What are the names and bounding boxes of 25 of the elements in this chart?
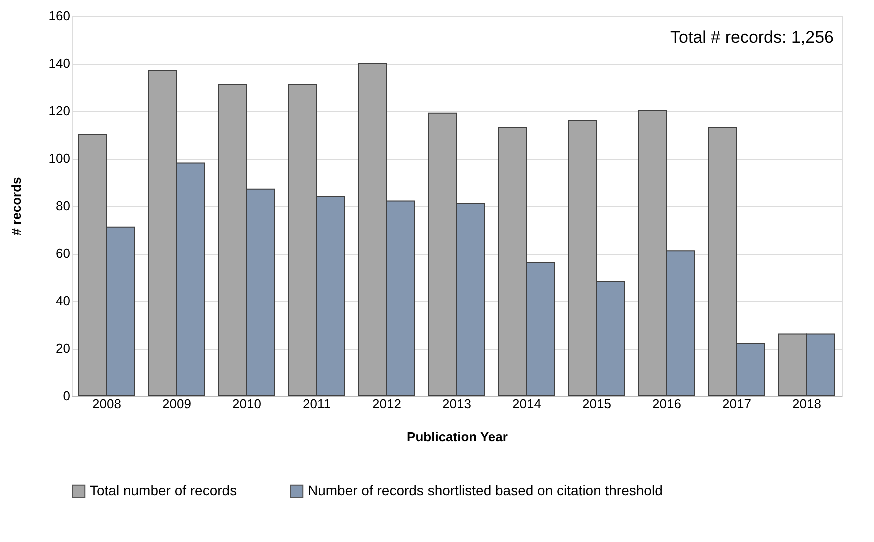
y-tick-label: 100 xyxy=(48,151,70,166)
y-tick-label: 140 xyxy=(48,56,70,71)
x-tick-label: 2016 xyxy=(652,396,682,412)
x-tick-label: 2011 xyxy=(303,396,331,412)
x-tick-label: 2012 xyxy=(372,396,402,412)
legend-label: Number of records shortlisted based on citation threshold xyxy=(308,482,663,498)
y-tick-label: 40 xyxy=(56,294,70,308)
x-tick-label: 2017 xyxy=(722,396,752,412)
annotation: Total # records: 1,256 xyxy=(670,28,834,47)
x-tick-label: 2018 xyxy=(792,396,822,412)
x-tick-label: 2010 xyxy=(232,396,262,412)
y-tick-label: 20 xyxy=(56,341,70,356)
legend-label: Total number of records xyxy=(90,482,238,498)
y-tick-label: 0 xyxy=(63,388,70,404)
x-tick-label: 2009 xyxy=(162,396,192,412)
x-tick-label: 2015 xyxy=(582,396,612,412)
y-axis-title: # records xyxy=(8,177,24,236)
y-tick-label: 80 xyxy=(56,198,70,214)
y-tick-label: 120 xyxy=(48,104,70,118)
x-tick-label: 2013 xyxy=(442,396,472,412)
y-tick-label: 60 xyxy=(56,246,70,261)
x-tick-label: 2014 xyxy=(512,396,542,412)
x-axis-title: Publication Year xyxy=(407,430,508,444)
x-tick-label: 2008 xyxy=(92,396,122,412)
y-tick-label: 160 xyxy=(48,8,70,24)
